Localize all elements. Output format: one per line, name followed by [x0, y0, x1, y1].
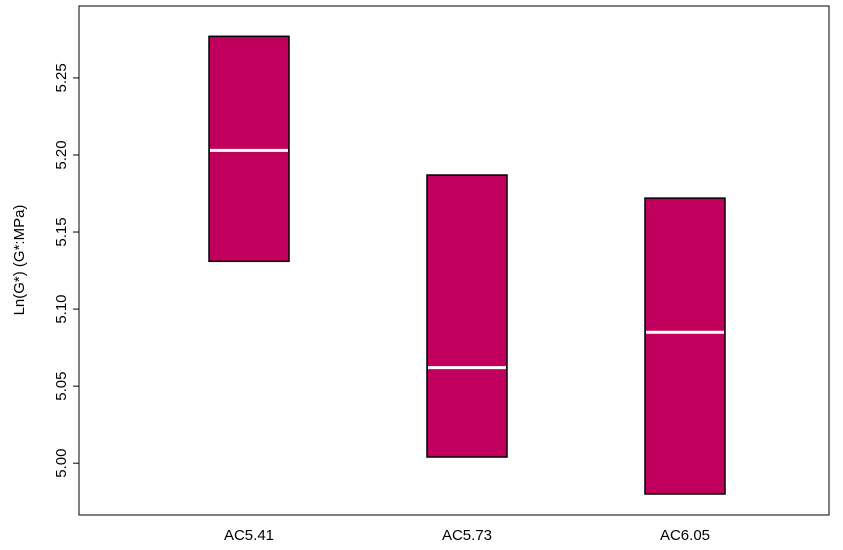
box-AC6.05	[644, 197, 726, 495]
x-category-label: AC5.73	[442, 527, 492, 544]
plot-frame	[78, 5, 830, 516]
y-tick-label: 5.15	[53, 217, 70, 246]
y-tick-label: 5.10	[53, 294, 70, 323]
box-AC5.41	[208, 35, 290, 263]
y-tick-label: 5.25	[53, 63, 70, 92]
y-tick-label: 5.00	[53, 449, 70, 478]
x-category-label: AC5.41	[224, 527, 274, 544]
x-axis-labels: AC5.41 AC5.73 AC6.05	[224, 527, 710, 544]
x-category-label: AC6.05	[660, 527, 710, 544]
y-tick-label: 5.05	[53, 372, 70, 401]
box-AC5.73	[426, 174, 508, 458]
y-tick-label: 5.20	[53, 140, 70, 169]
boxes	[208, 35, 726, 495]
y-axis: 5.00 5.05 5.10 5.15 5.20 5.25	[53, 63, 79, 478]
y-axis-label: Ln(G*) (G*:MPa)	[11, 205, 28, 316]
